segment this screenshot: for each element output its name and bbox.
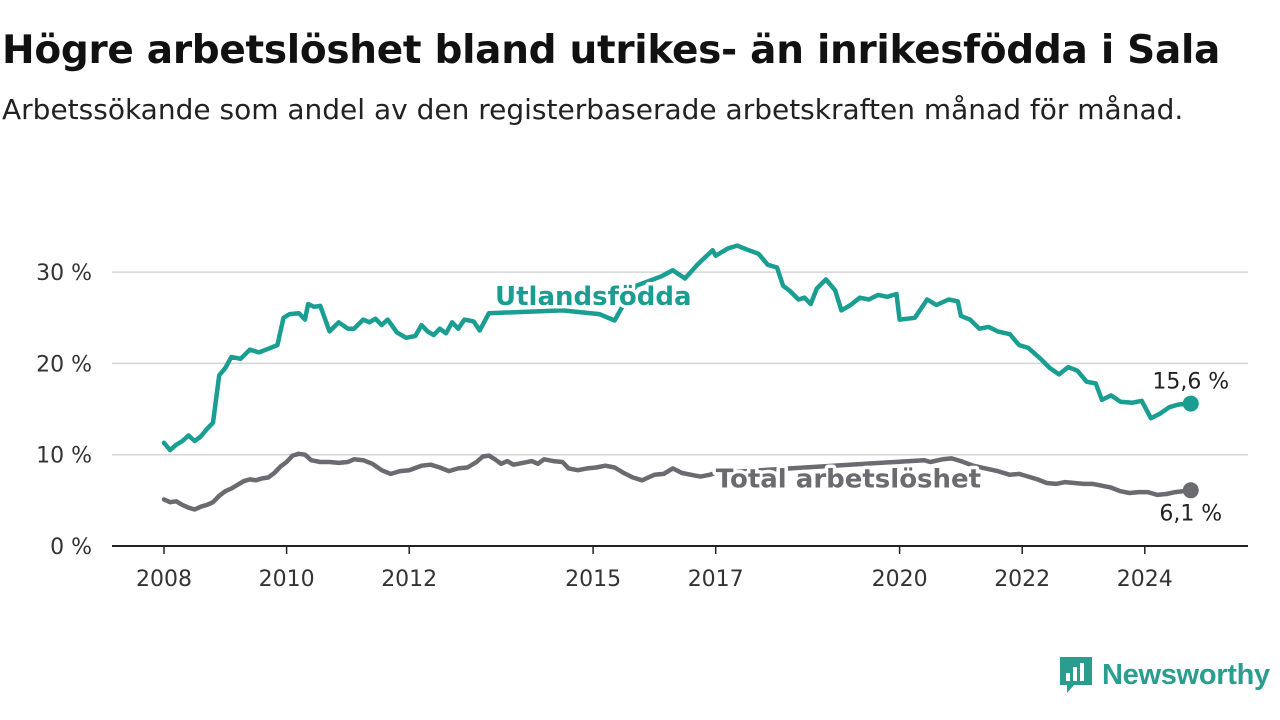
x-tick-label: 2017 [688,567,744,592]
x-tick-label: 2010 [259,567,315,592]
x-tick-label: 2015 [565,567,621,592]
newsworthy-logo-icon [1060,657,1092,693]
x-tick-label: 2012 [381,567,437,592]
x-tick-label: 2024 [1117,567,1173,592]
y-axis-tick-labels: 0 % 10 % 20 % 30 % [36,261,92,560]
end-point-utlandsfodda [1182,395,1199,412]
series-label-utlandsfodda: Utlandsfödda [495,282,692,312]
y-tick-label: 30 % [36,261,92,286]
y-tick-label: 20 % [36,352,92,377]
end-value-label-utlandsfodda: 15,6 % [1152,370,1229,395]
series-label-total: Total arbetslöshet [716,465,981,495]
x-axis: 2008 2010 2012 2015 2017 2020 2022 2024 [112,545,1248,592]
chart-subtitle: Arbetssökande som andel av den registerb… [2,93,1184,126]
series-line-utlandsfodda [161,243,1194,453]
y-tick-label: 10 % [36,444,92,469]
series-line-total [161,451,1194,512]
series-labels: Utlandsfödda Total arbetslöshet 15,6 % 6,1 … [492,278,1232,528]
series-lines [161,243,1199,512]
x-tick-label: 2022 [994,567,1050,592]
end-value-label-total: 6,1 % [1159,501,1222,526]
end-point-total [1182,482,1199,499]
x-tick-label: 2020 [872,567,928,592]
chart-title: Högre arbetslöshet bland utrikes- än inr… [2,28,1221,73]
newsworthy-brand-name: Newsworthy [1102,658,1270,691]
x-tick-label: 2008 [136,567,192,592]
y-tick-label: 0 % [50,535,92,560]
newsworthy-logo: Newsworthy [1058,655,1270,695]
